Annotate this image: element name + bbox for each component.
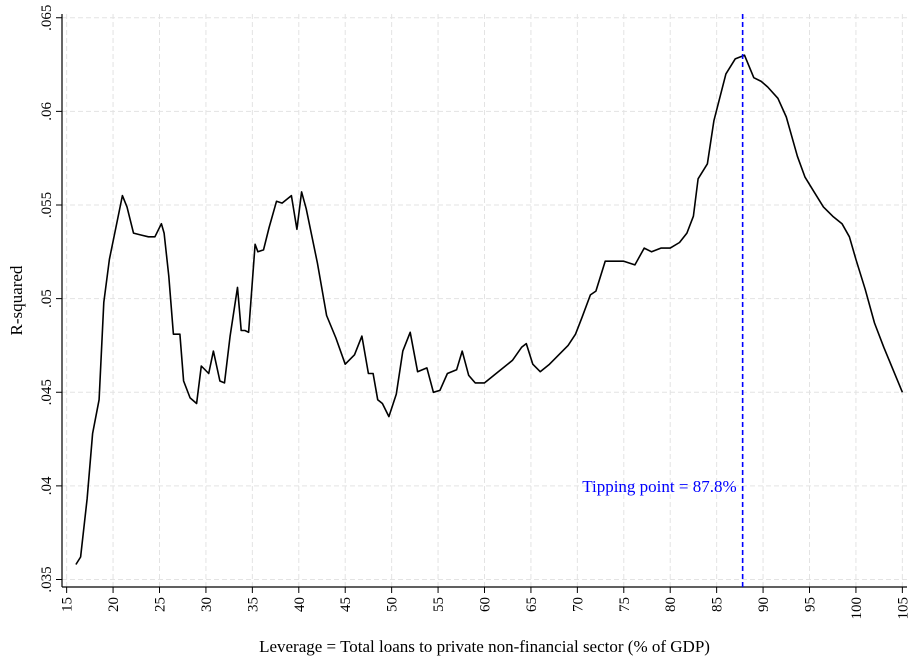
x-tick-label: 35 [245, 597, 261, 612]
y-tick-label: .04 [39, 476, 55, 495]
y-tick-label: .05 [39, 289, 55, 308]
x-tick-label: 15 [60, 597, 76, 612]
tipping-point-annotation: Tipping point = 87.8% [582, 477, 736, 496]
x-tick-label: 70 [570, 597, 586, 612]
x-tick-label: 55 [431, 597, 447, 612]
y-tick-label: .035 [39, 566, 55, 592]
x-tick-label: 30 [199, 597, 215, 612]
x-tick-label: 65 [524, 597, 540, 612]
x-tick-label: 45 [338, 597, 354, 612]
x-tick-label: 50 [385, 597, 401, 612]
x-tick-label: 100 [849, 597, 865, 620]
y-axis-title: R-squared [7, 265, 26, 335]
axis-ticks: 15 20 25 30 35 40 45 50 55 60 65 70 75 80 85 90 95 100 105… [39, 5, 910, 620]
x-tick-label: 75 [617, 597, 633, 612]
x-tick-label: 80 [663, 597, 679, 612]
x-tick-label: 85 [710, 597, 726, 612]
r-squared-line [75, 54, 904, 565]
x-tick-label: 105 [895, 597, 910, 620]
x-tick-label: 60 [478, 597, 494, 612]
x-tick-label: 20 [106, 597, 122, 612]
y-tick-label: .055 [39, 192, 55, 218]
y-tick-label: .065 [39, 5, 55, 31]
y-tick-label: .06 [39, 101, 55, 120]
x-tick-label: 95 [803, 597, 819, 612]
gridlines [62, 14, 907, 587]
x-tick-label: 40 [292, 597, 308, 612]
series-layer [75, 54, 904, 565]
x-tick-label: 90 [756, 597, 772, 612]
y-tick-label: .045 [39, 379, 55, 405]
x-tick-label: 25 [153, 597, 169, 612]
x-axis-title: Leverage = Total loans to private non-fi… [259, 637, 710, 656]
